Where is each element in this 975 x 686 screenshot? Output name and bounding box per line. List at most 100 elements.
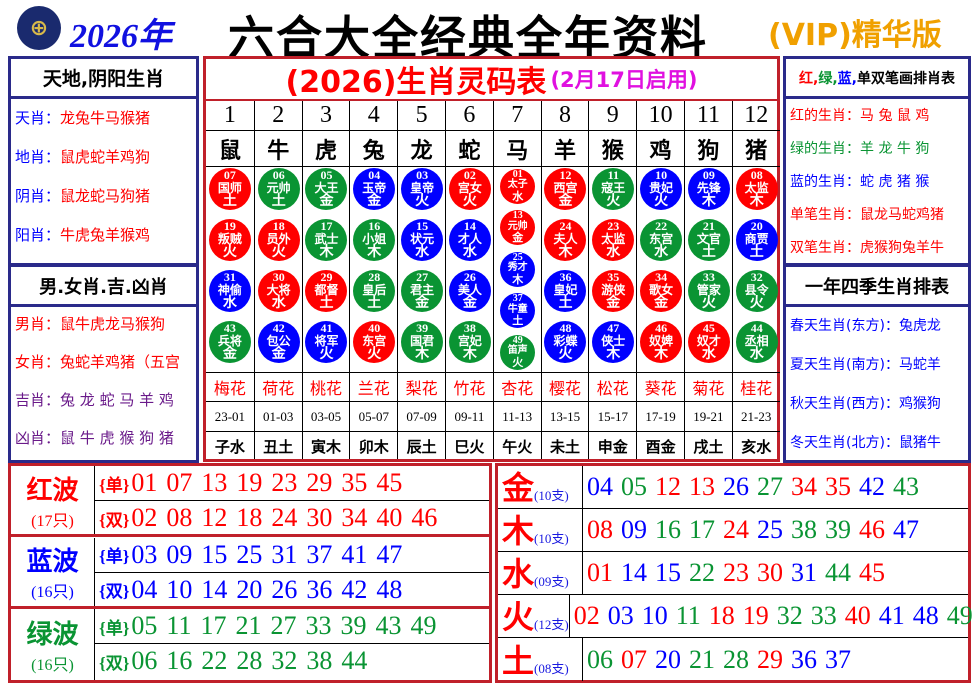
list-item: 凶肖：鼠 牛 虎 猴 狗 猪 (15, 427, 174, 448)
ball-title: 歌女 (649, 282, 674, 297)
item-value: 羊 龙 牛 狗 (860, 141, 930, 157)
ball-element: 木 (701, 193, 716, 210)
ball-number: 02 (463, 168, 476, 183)
ball-title: 美人 (457, 282, 482, 297)
number-ball: 19 叛贼火 (208, 219, 251, 261)
ball-title: 元帅 (507, 220, 528, 232)
ball-title: 皇帝 (410, 180, 435, 195)
ball-element: 火 (512, 355, 524, 369)
ball-title: 文官 (696, 231, 721, 246)
ball-title: 大将 (266, 282, 291, 297)
number-ball: 05 大王金 (305, 168, 348, 210)
number-ball: 42 包公金 (257, 321, 300, 363)
ball-title: 太监 (601, 231, 626, 246)
ball-element: 木 (415, 346, 430, 363)
zodiac-name: 狗 (685, 131, 732, 167)
element-number: 11 (675, 601, 701, 630)
ball-element: 木 (654, 346, 669, 363)
item-value: 兔 龙 蛇 马 羊 鸡 (60, 391, 174, 409)
number-ball: 22 东宫水 (640, 219, 683, 261)
ball-title: 宫妃 (457, 333, 482, 348)
ball-title: 国师 (217, 180, 242, 195)
number-ball: 32 县令火 (735, 270, 778, 312)
element-number: 31 (791, 558, 817, 587)
list-item: 地肖：鼠虎蛇羊鸡狗 (15, 146, 150, 167)
ball-element: 木 (512, 272, 524, 286)
list-item: 天肖：龙兔牛马猴猪 (15, 107, 150, 128)
ball-element: 木 (606, 346, 621, 363)
element-number: 04 (587, 472, 613, 501)
ball-title: 才人 (457, 231, 482, 246)
ball-title: 叛贼 (217, 231, 242, 246)
ball-number: 16 (368, 219, 381, 234)
ball-number: 44 (750, 321, 763, 336)
number-ball: 34 歌女金 (640, 270, 683, 312)
item-value: 龙兔牛马猴猪 (60, 109, 151, 127)
flower-name: 菊花 (685, 372, 732, 402)
element-number: 10 (641, 601, 668, 630)
item-value: 鼠虎蛇羊鸡狗 (60, 148, 151, 166)
column-number: 5 (398, 101, 445, 131)
ball-element: 火 (415, 193, 430, 210)
wave-row: {单} 03 09 15 25 31 37 41 47 (95, 538, 489, 573)
flower-name: 梨花 (398, 372, 445, 402)
zodiac-name: 蛇 (446, 131, 493, 167)
ball-element: 土 (558, 295, 573, 312)
element-number: 48 (912, 601, 939, 630)
element-label: 金 (10支) (498, 466, 583, 508)
item-key: 红的生肖 (790, 108, 846, 124)
element-number: 43 (893, 472, 919, 501)
item-sep: ： (45, 187, 61, 205)
number-ball: 43 兵将金 (208, 321, 251, 363)
wave-number: 22 (201, 646, 228, 675)
flower-name: 荷花 (254, 372, 302, 402)
number-ball: 49 笛声火 (500, 334, 536, 370)
ball-number: 27 (416, 270, 429, 285)
ball-number: 14 (463, 219, 476, 234)
element-number: 30 (757, 558, 783, 587)
element-number: 37 (825, 644, 851, 674)
wave-number: 14 (201, 574, 228, 604)
wave-number: 17 (200, 611, 227, 640)
wave-name: 绿波 (26, 620, 79, 650)
item-sep: ： (846, 141, 860, 157)
number-ball: 09 先锋木 (687, 168, 730, 210)
ball-title: 元帅 (266, 180, 291, 195)
ball-element: 火 (367, 346, 382, 363)
wave-count: (17只) (31, 512, 74, 530)
number-ball: 25 秀才木 (500, 251, 536, 287)
element-number: 16 (655, 515, 681, 544)
ball-title: 宫女 (457, 180, 482, 195)
element-number: 38 (791, 515, 817, 544)
ball-element: 火 (749, 295, 764, 312)
item-value: 鼠猪牛 (898, 435, 941, 451)
number-ball: 30 大将水 (257, 270, 300, 312)
column-number: 4 (350, 101, 398, 131)
ball-number: 26 (463, 270, 476, 285)
ball-element: 土 (271, 193, 286, 210)
ball-title: 管家 (696, 282, 721, 297)
ball-number: 32 (750, 270, 763, 285)
item-value: 鼠龙蛇马狗猪 (60, 187, 151, 205)
item-sep: ： (45, 315, 61, 333)
number-ball: 40 东宫火 (353, 321, 396, 363)
flower-name: 梅花 (206, 372, 254, 402)
element-number: 24 (723, 515, 749, 544)
ball-title: 彩蝶 (553, 333, 578, 348)
element-number: 08 (587, 515, 613, 544)
wave-number: 13 (201, 468, 228, 497)
ball-number: 13 (512, 210, 523, 222)
element-number: 07 (621, 644, 647, 674)
item-value: 鸡猴狗 (898, 396, 941, 412)
ball-element: 木 (462, 346, 477, 363)
ball-title: 夫人 (553, 231, 578, 246)
ball-element: 金 (415, 295, 430, 312)
number-ball: 41 将军火 (305, 321, 348, 363)
ball-number: 12 (559, 168, 572, 183)
wave-number: 06 (131, 646, 158, 675)
list-item: 春天生肖(东方)：兔虎龙 (790, 315, 941, 335)
ball-element: 金 (271, 346, 286, 363)
wave-number: 38 (306, 646, 333, 675)
wave-rows: {单} 01 07 13 19 23 29 35 45 {双} 02 08 12 18 24 30 34 40 46 (95, 466, 489, 534)
earthly-branch: 子水 (214, 437, 245, 456)
